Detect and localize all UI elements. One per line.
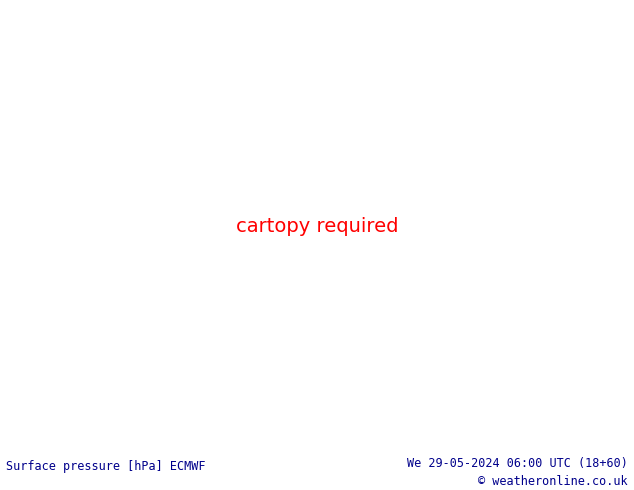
Text: Surface pressure [hPa] ECMWF: Surface pressure [hPa] ECMWF xyxy=(6,460,206,473)
Text: © weatheronline.co.uk: © weatheronline.co.uk xyxy=(478,475,628,489)
Text: cartopy required: cartopy required xyxy=(236,217,398,236)
Text: We 29-05-2024 06:00 UTC (18+60): We 29-05-2024 06:00 UTC (18+60) xyxy=(407,457,628,470)
